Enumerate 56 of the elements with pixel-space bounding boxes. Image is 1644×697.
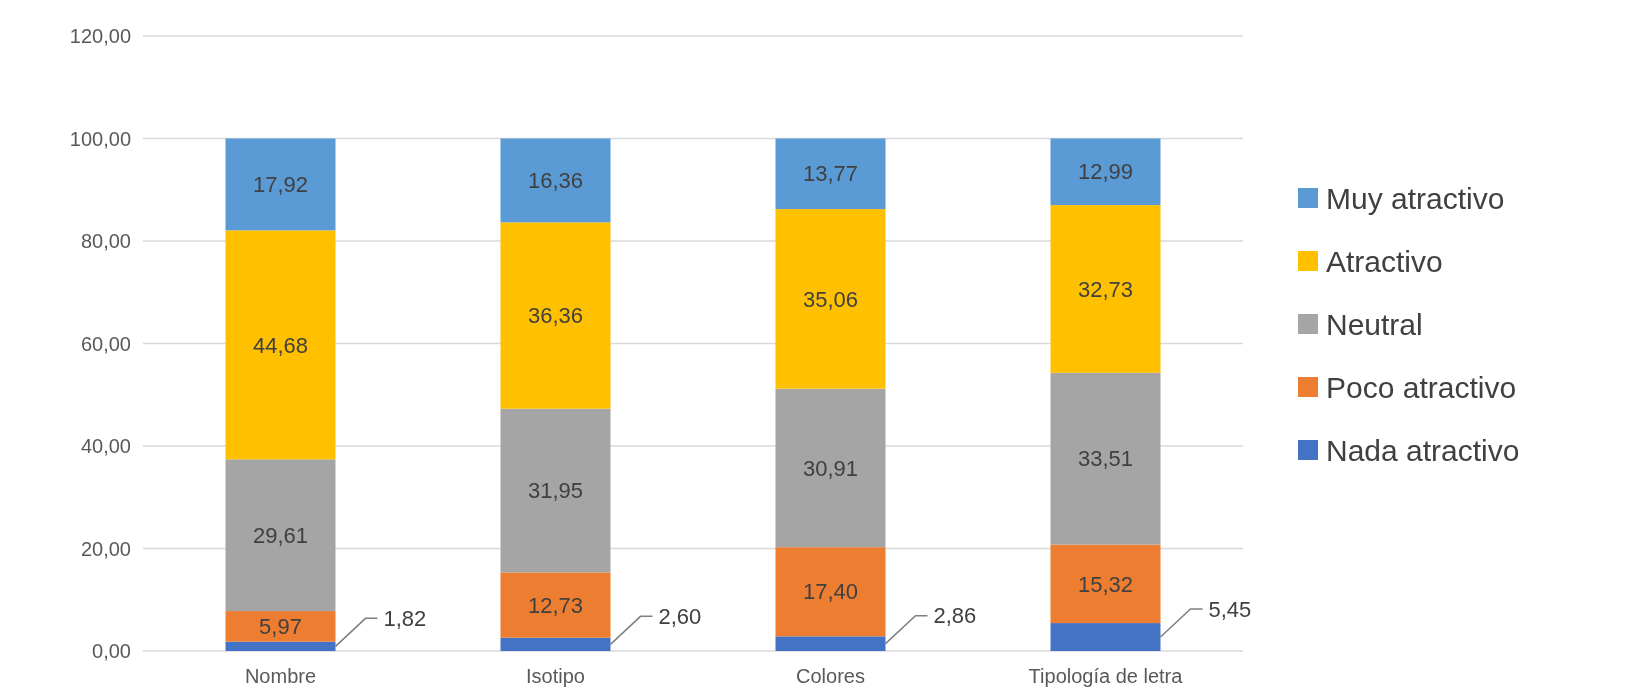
y-tick-label: 40,00 bbox=[80, 435, 131, 457]
data-label: 13,77 bbox=[802, 161, 859, 187]
bar bbox=[1050, 544, 1161, 624]
bar bbox=[500, 637, 611, 651]
bar bbox=[775, 547, 886, 637]
bar bbox=[775, 636, 886, 651]
bar bbox=[500, 408, 611, 573]
bar bbox=[500, 222, 611, 409]
bar bbox=[225, 459, 336, 612]
data-label: 35,06 bbox=[802, 286, 859, 312]
y-tick-label: 60,00 bbox=[80, 332, 131, 355]
y-tick-label: 120,00 bbox=[69, 25, 131, 47]
x-tick-label: Isotipo bbox=[526, 665, 585, 687]
bar bbox=[500, 138, 611, 223]
data-label: 15,32 bbox=[1077, 571, 1134, 597]
legend-label: Muy atractivo bbox=[1326, 181, 1505, 215]
data-label: 33,51 bbox=[1077, 446, 1134, 472]
data-label: 12,73 bbox=[527, 592, 584, 618]
data-label: 5,45 bbox=[1208, 596, 1252, 622]
legend-label: Poco atractivo bbox=[1326, 370, 1517, 404]
bar bbox=[225, 611, 336, 642]
data-label: 5,97 bbox=[259, 614, 302, 640]
bar bbox=[1050, 623, 1161, 651]
data-label: 36,36 bbox=[527, 303, 584, 329]
bar bbox=[500, 572, 611, 638]
data-label: 17,40 bbox=[802, 579, 859, 605]
data-label: 16,36 bbox=[527, 168, 584, 194]
data-label: 44,68 bbox=[252, 332, 309, 358]
y-tick-label: 20,00 bbox=[80, 537, 131, 560]
y-tick-label: 100,00 bbox=[69, 127, 131, 150]
data-label: 31,95 bbox=[527, 478, 584, 504]
bar bbox=[775, 138, 886, 210]
x-tick-label: Tipología de letra bbox=[1028, 665, 1184, 687]
bar bbox=[225, 138, 336, 231]
bar bbox=[775, 388, 886, 548]
data-label: 12,99 bbox=[1077, 159, 1134, 185]
data-label: 30,91 bbox=[802, 455, 859, 481]
legend-label: Neutral bbox=[1326, 307, 1423, 341]
bar bbox=[1050, 138, 1161, 206]
x-tick-label: Colores bbox=[796, 665, 865, 687]
bar bbox=[1050, 205, 1161, 373]
data-label: 29,61 bbox=[252, 522, 309, 548]
legend-label: Atractivo bbox=[1326, 244, 1443, 278]
data-label: 2,86 bbox=[933, 603, 977, 629]
data-label: 17,92 bbox=[252, 172, 309, 198]
bar bbox=[1050, 372, 1161, 545]
legend-label: Nada atractivo bbox=[1326, 433, 1520, 467]
bar bbox=[225, 641, 336, 651]
y-tick-label: 80,00 bbox=[80, 230, 131, 252]
bar bbox=[775, 209, 886, 389]
y-tick-label: 0,00 bbox=[92, 640, 131, 662]
data-label: 1,82 bbox=[383, 606, 427, 632]
data-label: 32,73 bbox=[1077, 276, 1134, 302]
data-label: 2,60 bbox=[658, 604, 702, 630]
bar bbox=[225, 230, 336, 460]
x-tick-label: Nombre bbox=[244, 665, 317, 687]
